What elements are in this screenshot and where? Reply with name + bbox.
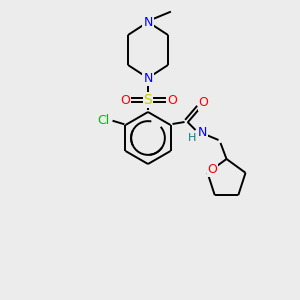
Text: H: H [188, 133, 197, 143]
Text: N: N [143, 71, 153, 85]
Text: N: N [143, 16, 153, 28]
Text: O: O [120, 94, 130, 106]
Text: O: O [208, 163, 218, 176]
Text: S: S [144, 93, 152, 107]
Text: N: N [198, 127, 207, 140]
Text: O: O [199, 97, 208, 110]
Text: Cl: Cl [98, 113, 110, 127]
Text: O: O [167, 94, 177, 106]
